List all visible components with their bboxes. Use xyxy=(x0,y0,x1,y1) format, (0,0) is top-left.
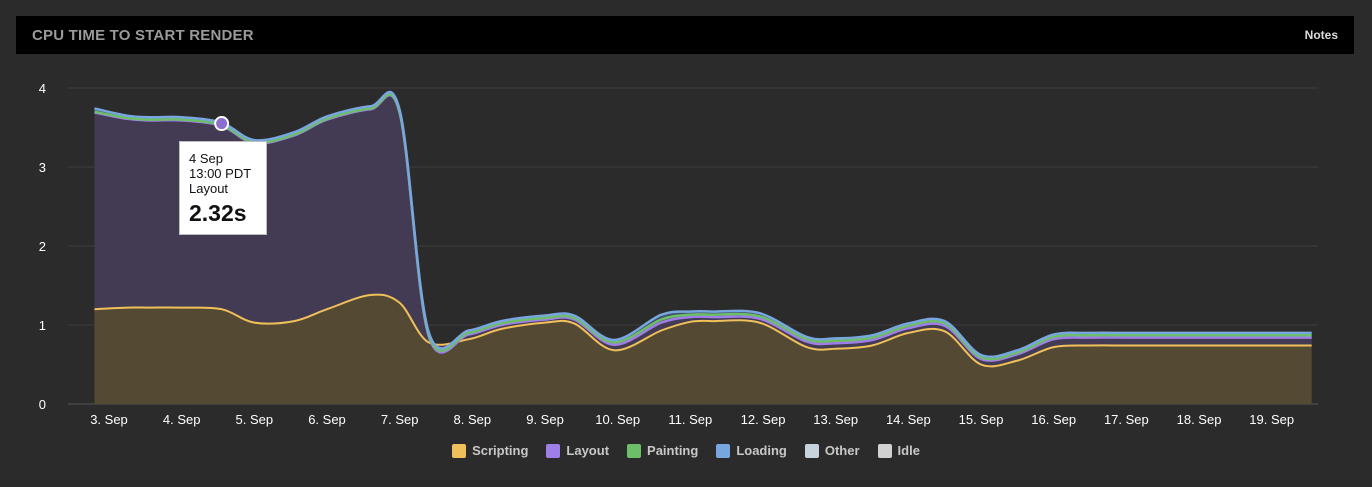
legend-label: Layout xyxy=(566,443,610,458)
area-layout xyxy=(94,95,1312,367)
y-tick-label: 4 xyxy=(39,81,46,96)
x-tick-label: 16. Sep xyxy=(1031,412,1076,427)
series-line-painting xyxy=(94,93,1312,361)
area-scripting xyxy=(94,294,1312,404)
legend-swatch xyxy=(627,443,642,458)
tooltip-time: 13:00 PDT xyxy=(189,166,252,181)
x-tick-label: 11. Sep xyxy=(668,412,712,427)
tooltip-value: 2.32s xyxy=(189,200,247,226)
x-tick-label: 5. Sep xyxy=(236,412,274,427)
legend-item-painting[interactable]: Painting xyxy=(627,443,698,458)
x-tick-label: 7. Sep xyxy=(381,412,419,427)
y-tick-label: 2 xyxy=(39,239,46,254)
hover-point-marker[interactable] xyxy=(214,116,230,132)
x-tick-label: 9. Sep xyxy=(526,412,564,427)
legend-item-layout[interactable]: Layout xyxy=(546,443,609,458)
x-axis: 3. Sep 4. Sep 5. Sep 6. Sep 7. Sep 8. Sep 9. S… xyxy=(90,412,1294,427)
x-tick-label: 3. Sep xyxy=(90,412,128,427)
x-tick-label: 10. Sep xyxy=(595,412,640,427)
x-tick-label: 8. Sep xyxy=(454,412,492,427)
x-tick-label: 4. Sep xyxy=(163,412,201,427)
x-tick-label: 19. Sep xyxy=(1249,412,1294,427)
legend-item-idle[interactable]: Idle xyxy=(877,443,920,458)
x-tick-label: 12. Sep xyxy=(741,412,786,427)
stacked-areas xyxy=(94,92,1312,404)
legend-label: Scripting xyxy=(472,443,529,458)
legend-label: Loading xyxy=(736,443,787,458)
y-tick-label: 3 xyxy=(39,160,46,175)
x-tick-label: 14. Sep xyxy=(886,412,931,427)
hover-marker-layer xyxy=(214,116,230,132)
tooltip-series: Layout xyxy=(189,181,229,196)
y-tick-label: 1 xyxy=(39,318,46,333)
tooltip-date: 4 Sep xyxy=(189,151,223,166)
series-lines xyxy=(94,90,1312,368)
x-tick-label: 17. Sep xyxy=(1104,412,1149,427)
notes-button[interactable]: Notes xyxy=(1304,28,1338,42)
chart-tooltip: 4 Sep 13:00 PDT Layout 2.32s xyxy=(179,141,267,235)
legend-swatch xyxy=(546,443,561,458)
panel-title: CPU TIME TO START RENDER xyxy=(32,26,254,44)
legend-label: Painting xyxy=(647,443,699,458)
x-tick-label: 15. Sep xyxy=(959,412,1004,427)
legend-swatch xyxy=(804,443,819,458)
x-tick-label: 6. Sep xyxy=(308,412,346,427)
series-line-scripting xyxy=(94,293,1312,368)
legend-label: Idle xyxy=(897,443,920,458)
y-tick-label: 0 xyxy=(39,397,46,412)
y-axis: 0 1 2 3 4 xyxy=(39,81,46,412)
x-tick-label: 13. Sep xyxy=(813,412,858,427)
legend-item-scripting[interactable]: Scripting xyxy=(452,443,528,458)
x-tick-label: 18. Sep xyxy=(1177,412,1222,427)
series-line-loading xyxy=(94,90,1312,359)
legend-swatch xyxy=(452,443,467,458)
legend-label: Other xyxy=(824,443,860,458)
legend-swatch xyxy=(877,443,892,458)
chart-legend: Scripting Layout Painting Loading Other Idle xyxy=(0,443,1372,458)
chart-panel-header: CPU TIME TO START RENDER Notes xyxy=(16,16,1354,54)
legend-swatch xyxy=(716,443,731,458)
legend-item-other[interactable]: Other xyxy=(804,443,860,458)
legend-item-loading[interactable]: Loading xyxy=(716,443,787,458)
